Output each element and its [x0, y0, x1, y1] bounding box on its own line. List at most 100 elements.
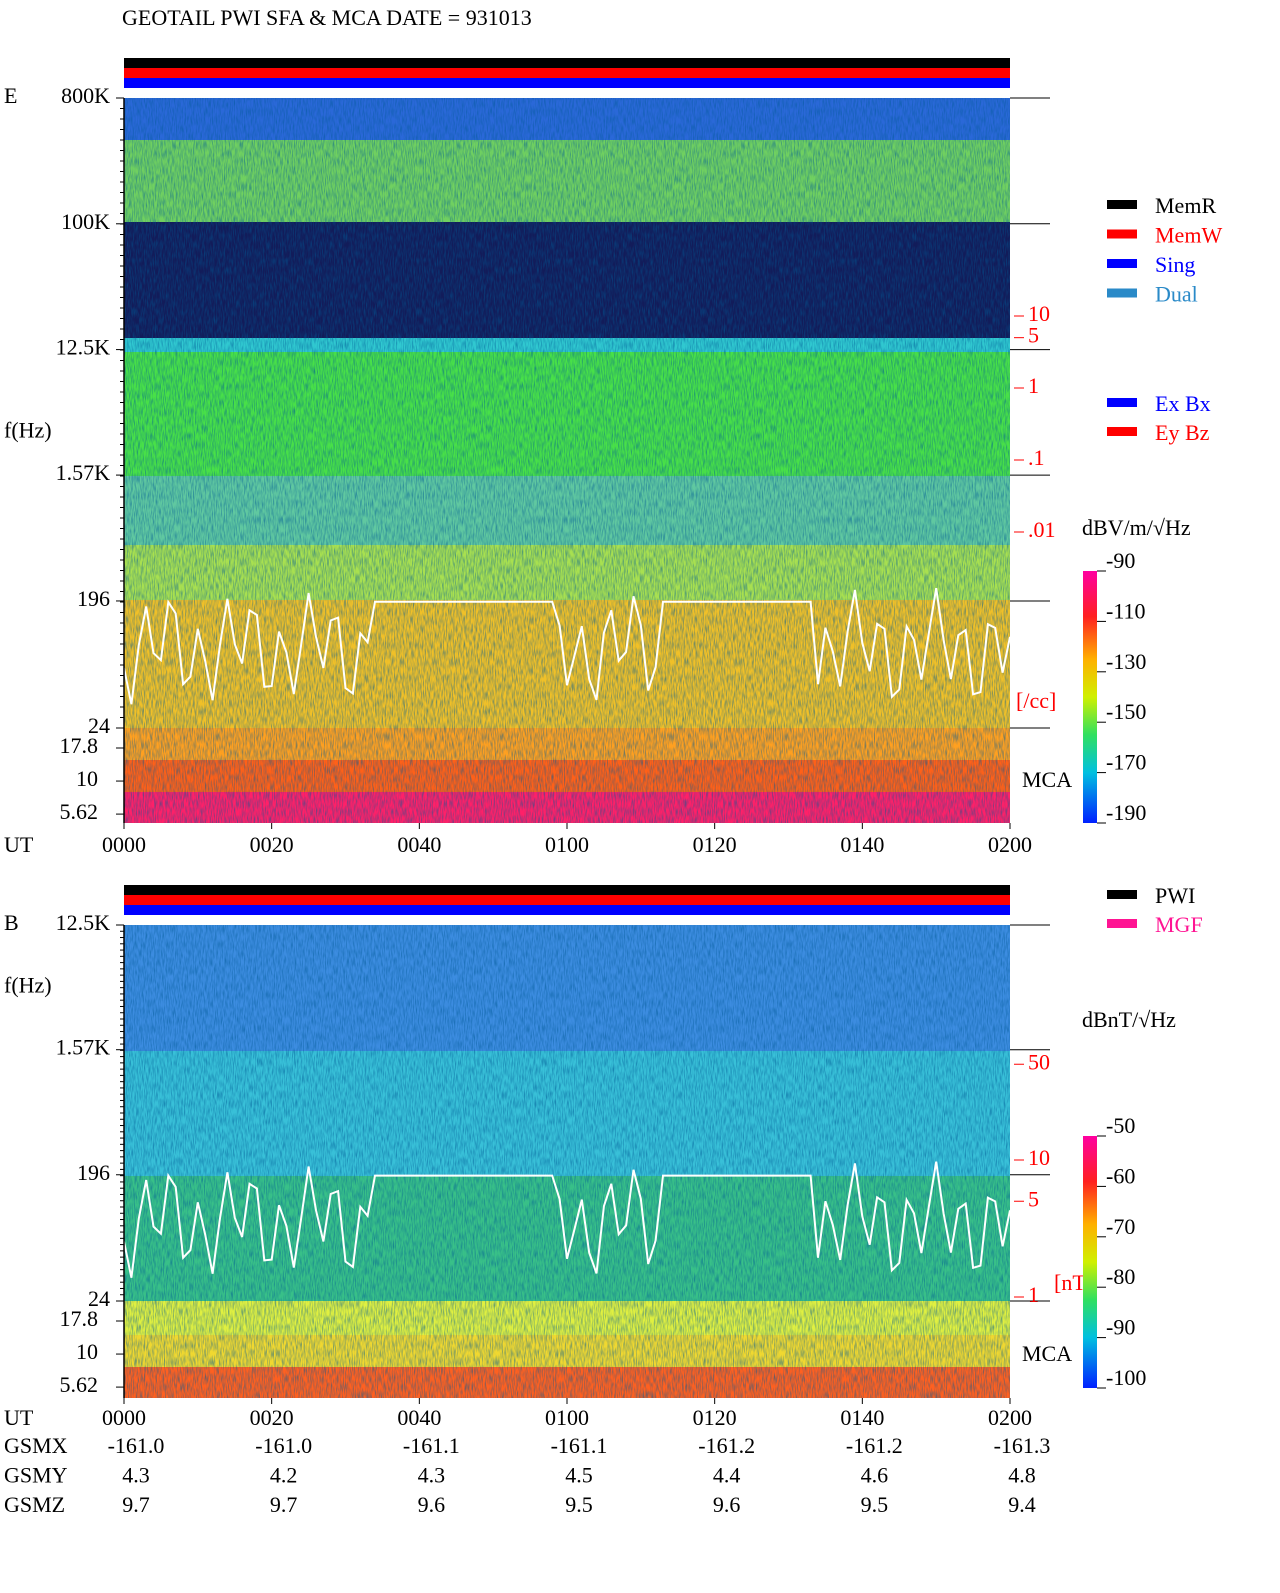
y-tick-label: 1.57K — [56, 1035, 111, 1060]
orbit-value: -161.1 — [403, 1433, 460, 1458]
x-tick-label: 0120 — [693, 1405, 737, 1430]
orbit-value: -161.0 — [255, 1433, 312, 1458]
spectrogram-texture — [124, 925, 1010, 1398]
x-tick-label: 0200 — [988, 832, 1032, 857]
x-axis-label: UT — [4, 832, 34, 857]
density-tick-label: 10 — [1028, 301, 1050, 326]
legend-label: Ex Bx — [1155, 391, 1211, 416]
legend-swatch — [1107, 890, 1137, 899]
legend-swatch — [1107, 200, 1137, 209]
x-tick-label: 0100 — [545, 1405, 589, 1430]
colorbar-tick-label: -150 — [1106, 699, 1146, 724]
density-tick-label: 1 — [1028, 373, 1039, 398]
orbit-value: 9.5 — [861, 1492, 889, 1517]
colorbar-tick-label: -50 — [1106, 1113, 1135, 1138]
legend-label: PWI — [1155, 883, 1195, 908]
panel-label: E — [4, 83, 17, 108]
plasma-trace — [123, 588, 1011, 705]
x-tick-label: 0000 — [102, 1405, 146, 1430]
density-tick-label: 10 — [1028, 1145, 1050, 1170]
panel-label: B — [4, 910, 19, 935]
colorbar-tick-label: -80 — [1106, 1264, 1135, 1289]
mca-tick-label: 5.62 — [60, 1372, 99, 1397]
colorbar-tick-label: -90 — [1106, 1315, 1135, 1340]
orbit-row-label: GSMX — [4, 1433, 68, 1458]
x-tick-label: 0020 — [250, 832, 294, 857]
status-bar — [124, 905, 1010, 915]
orbit-value: 9.6 — [418, 1492, 446, 1517]
colorbar-label: dBV/m/√Hz — [1082, 515, 1191, 540]
y-tick-label: 196 — [77, 586, 110, 611]
status-bar — [124, 78, 1010, 88]
colorbar-tick-label: -110 — [1106, 598, 1146, 623]
orbit-row-label: GSMZ — [4, 1492, 65, 1517]
colorbar-tick-label: -100 — [1106, 1365, 1146, 1390]
legend-swatch — [1107, 229, 1137, 239]
mca-tick-label: 10 — [76, 766, 98, 791]
plasma-trace — [123, 1161, 1011, 1278]
mca-tick-label: 17.8 — [60, 1306, 99, 1331]
y-tick-label: 12.5K — [56, 335, 111, 360]
colorbar-tick-label: -190 — [1106, 800, 1146, 825]
colorbar-tick-label: -90 — [1106, 548, 1135, 573]
y-tick-label: 100K — [61, 209, 110, 234]
orbit-value: -161.2 — [846, 1433, 903, 1458]
x-tick-label: 0200 — [988, 1405, 1032, 1430]
orbit-value: 4.5 — [565, 1463, 593, 1488]
orbit-value: -161.1 — [551, 1433, 608, 1458]
x-tick-label: 0100 — [545, 832, 589, 857]
density-axis-label: [/cc] — [1016, 688, 1056, 713]
density-tick-label: .01 — [1028, 517, 1056, 542]
x-tick-label: 0000 — [102, 832, 146, 857]
orbit-value: 9.4 — [1008, 1492, 1036, 1517]
y-tick-label: 24 — [88, 1286, 110, 1311]
legend-swatch — [1107, 398, 1137, 407]
legend-label: Dual — [1155, 282, 1198, 307]
orbit-value: 4.4 — [713, 1463, 741, 1488]
status-bar — [124, 58, 1010, 68]
orbit-value: 9.7 — [270, 1492, 298, 1517]
legend-label: Ey Bz — [1155, 420, 1210, 445]
figure-title: GEOTAIL PWI SFA & MCA DATE = 931013 — [122, 5, 532, 30]
y-tick-label: 800K — [61, 83, 110, 108]
y-tick-label: 24 — [88, 713, 110, 738]
status-bar — [124, 885, 1010, 895]
colorbar-tick-label: -130 — [1106, 649, 1146, 674]
mca-label: MCA — [1022, 767, 1072, 792]
colorbar — [1083, 571, 1097, 823]
status-bar — [124, 68, 1010, 78]
status-bar — [124, 895, 1010, 905]
x-tick-label: 0140 — [840, 1405, 884, 1430]
orbit-value: 9.7 — [122, 1492, 150, 1517]
density-tick-label: .1 — [1028, 445, 1045, 470]
y-tick-label: 12.5K — [56, 910, 111, 935]
mca-tick-label: 10 — [76, 1339, 98, 1364]
orbit-value: 4.3 — [122, 1463, 150, 1488]
orbit-value: 4.6 — [861, 1463, 889, 1488]
colorbar — [1083, 1136, 1097, 1388]
legend-label: MGF — [1155, 912, 1203, 937]
legend-swatch — [1107, 427, 1137, 436]
x-tick-label: 0040 — [397, 832, 441, 857]
y-tick-label: 1.57K — [56, 460, 111, 485]
legend-label: Sing — [1155, 252, 1195, 277]
orbit-value: 9.6 — [713, 1492, 741, 1517]
x-tick-label: 0040 — [397, 1405, 441, 1430]
spectrogram-texture — [124, 98, 1010, 823]
legend-label: MemW — [1155, 223, 1222, 248]
x-axis-label: UT — [4, 1405, 34, 1430]
density-tick-label: 1 — [1028, 1282, 1039, 1307]
orbit-value: -161.0 — [108, 1433, 165, 1458]
mca-tick-label: 17.8 — [60, 733, 99, 758]
x-tick-label: 0020 — [250, 1405, 294, 1430]
y-tick-label: 196 — [77, 1160, 110, 1185]
legend-swatch — [1107, 288, 1137, 298]
orbit-value: -161.3 — [994, 1433, 1051, 1458]
density-tick-label: 50 — [1028, 1049, 1050, 1074]
orbit-row-label: GSMY — [4, 1463, 68, 1488]
mca-tick-label: 5.62 — [60, 799, 99, 824]
legend-swatch — [1107, 259, 1137, 268]
orbit-value: -161.2 — [698, 1433, 755, 1458]
density-tick-label: 5 — [1028, 1186, 1039, 1211]
